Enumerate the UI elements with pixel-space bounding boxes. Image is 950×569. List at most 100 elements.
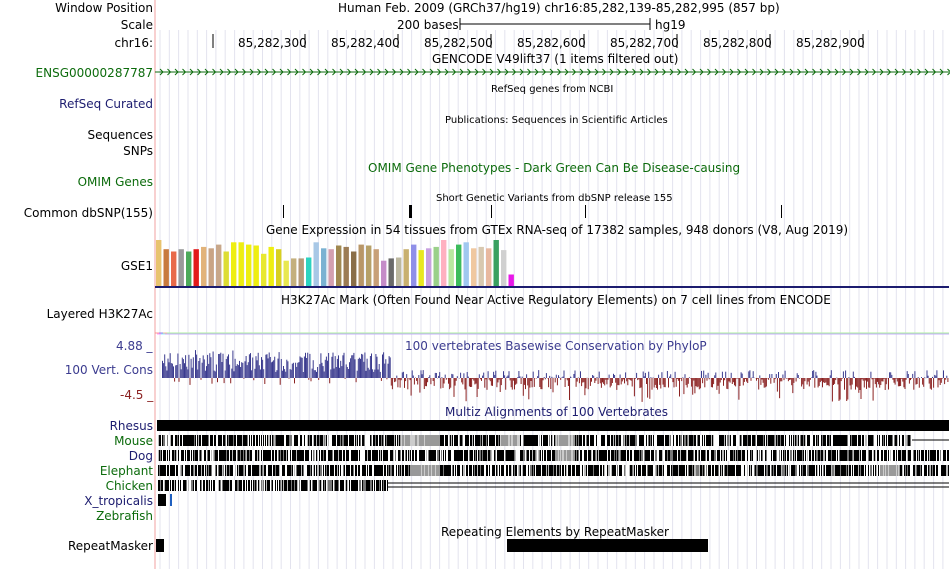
multiz-alignment-column	[690, 435, 691, 446]
multiz-alignment-column	[219, 465, 220, 476]
h3k27ac-label[interactable]: Layered H3K27Ac	[46, 307, 153, 321]
multiz-alignment-column	[426, 450, 427, 461]
multiz-alignment-column	[589, 465, 590, 476]
conservation-score-bar	[908, 378, 910, 384]
multiz-alignment-column	[422, 435, 423, 446]
multiz-species-label[interactable]: Dog	[128, 449, 153, 463]
gencode-label[interactable]: ENSG00000287787	[35, 66, 153, 80]
multiz-alignment-column	[230, 450, 231, 461]
multiz-alignment-column	[932, 465, 933, 476]
multiz-alignment-column	[880, 435, 881, 446]
multiz-alignment-column	[259, 465, 260, 476]
multiz-alignment-column	[325, 450, 326, 461]
multiz-alignment-column	[305, 480, 306, 491]
conservation-score-bar	[613, 373, 614, 378]
multiz-alignment-column	[875, 435, 876, 446]
multiz-species-label[interactable]: Chicken	[105, 479, 153, 493]
multiz-alignment-column	[290, 450, 291, 461]
conservation-score-bar	[475, 378, 477, 384]
multiz-alignment-column	[846, 465, 847, 476]
multiz-alignment-column	[708, 435, 709, 446]
multiz-alignment-column	[833, 465, 834, 476]
multiz-alignment-column	[757, 450, 758, 461]
multiz-alignment-column	[672, 465, 673, 476]
multiz-alignment-column	[510, 450, 511, 461]
dbsnp-label[interactable]: Common dbSNP(155)	[23, 206, 153, 220]
multiz-alignment-column	[523, 435, 524, 446]
multiz-alignment-column	[483, 465, 484, 476]
gencode-strand-arrow	[542, 68, 547, 76]
conservation-score-bar	[489, 378, 491, 382]
multiz-alignment-column	[268, 435, 269, 446]
multiz-alignment-column	[162, 450, 163, 461]
conservation-score-bar	[874, 378, 876, 385]
multiz-alignment-column	[948, 465, 949, 476]
multiz-alignment-column	[639, 450, 640, 461]
multiz-alignment-column	[335, 450, 336, 461]
refseq-label[interactable]: RefSeq Curated	[59, 97, 153, 111]
multiz-alignment-column	[691, 435, 692, 446]
multiz-alignment-column	[505, 465, 506, 476]
multiz-alignment-column	[563, 450, 564, 461]
omim-label[interactable]: OMIM Genes	[77, 175, 153, 189]
conservation-score-bar	[347, 369, 349, 378]
gtex-label[interactable]: GSE1	[120, 259, 153, 273]
multiz-alignment-column	[197, 450, 198, 461]
repeatmasker-label[interactable]: RepeatMasker	[67, 539, 153, 553]
multiz-alignment-column	[322, 465, 323, 476]
multiz-alignment-column	[160, 435, 161, 446]
publications-sequences-label[interactable]: Sequences	[87, 128, 153, 142]
multiz-alignment-column	[377, 465, 378, 476]
multiz-species-label[interactable]: Rhesus	[109, 419, 153, 433]
conservation-score-bar	[918, 378, 920, 388]
conservation-score-bar	[870, 371, 872, 378]
multiz-alignment-column	[357, 465, 358, 476]
multiz-alignment-column	[256, 465, 257, 476]
multiz-alignment-column	[278, 480, 279, 491]
multiz-alignment-column	[909, 435, 910, 446]
conservation-score-bar	[758, 378, 760, 390]
multiz-alignment-column	[374, 435, 375, 446]
conservation-score-bar	[243, 378, 245, 379]
conservation-score-bar	[605, 378, 607, 380]
multiz-species-label[interactable]: Mouse	[114, 434, 153, 448]
multiz-species-label[interactable]: Zebrafish	[96, 509, 153, 523]
h3k27ac-title: H3K27Ac Mark (Often Found Near Active Re…	[281, 293, 831, 307]
multiz-alignment-column	[285, 465, 286, 476]
conservation-score-bar	[336, 358, 338, 378]
multiz-species-label[interactable]: X_tropicalis	[84, 494, 153, 508]
multiz-alignment-column	[341, 435, 342, 446]
conservation-score-bar	[891, 374, 893, 378]
multiz-species-label[interactable]: Elephant	[99, 464, 153, 478]
multiz-alignment-column	[623, 435, 624, 446]
multiz-alignment-column	[694, 435, 695, 446]
conservation-score-bar	[563, 370, 565, 378]
gtex-tissue-bar	[366, 245, 372, 286]
conservation-label[interactable]: 100 Vert. Cons	[64, 363, 153, 377]
publications-snps-label[interactable]: SNPs	[123, 144, 153, 158]
multiz-alignment-column	[862, 465, 863, 476]
multiz-alignment-column	[456, 465, 457, 476]
multiz-alignment-column	[748, 450, 749, 461]
multiz-alignment-column	[541, 465, 542, 476]
multiz-alignment-column	[470, 450, 471, 461]
multiz-alignment-column	[251, 480, 252, 491]
multiz-alignment-column	[320, 465, 321, 476]
multiz-alignment-column	[416, 465, 417, 476]
multiz-alignment-column	[604, 465, 605, 476]
multiz-alignment-column	[484, 450, 485, 461]
multiz-alignment-column	[855, 435, 856, 446]
multiz-alignment-column	[245, 450, 246, 461]
multiz-alignment-column	[202, 450, 203, 461]
multiz-alignment-column	[468, 450, 469, 461]
multiz-alignment-column	[827, 450, 828, 461]
multiz-alignment-column	[868, 435, 869, 446]
gencode-strand-arrow	[189, 68, 194, 76]
conservation-score-bar	[808, 378, 810, 387]
multiz-alignment-column	[599, 450, 600, 461]
multiz-alignment-column	[676, 450, 677, 461]
multiz-alignment-column	[632, 450, 633, 461]
multiz-alignment-column	[586, 465, 587, 476]
multiz-alignment-column	[250, 435, 251, 446]
multiz-alignment-column	[925, 450, 926, 461]
